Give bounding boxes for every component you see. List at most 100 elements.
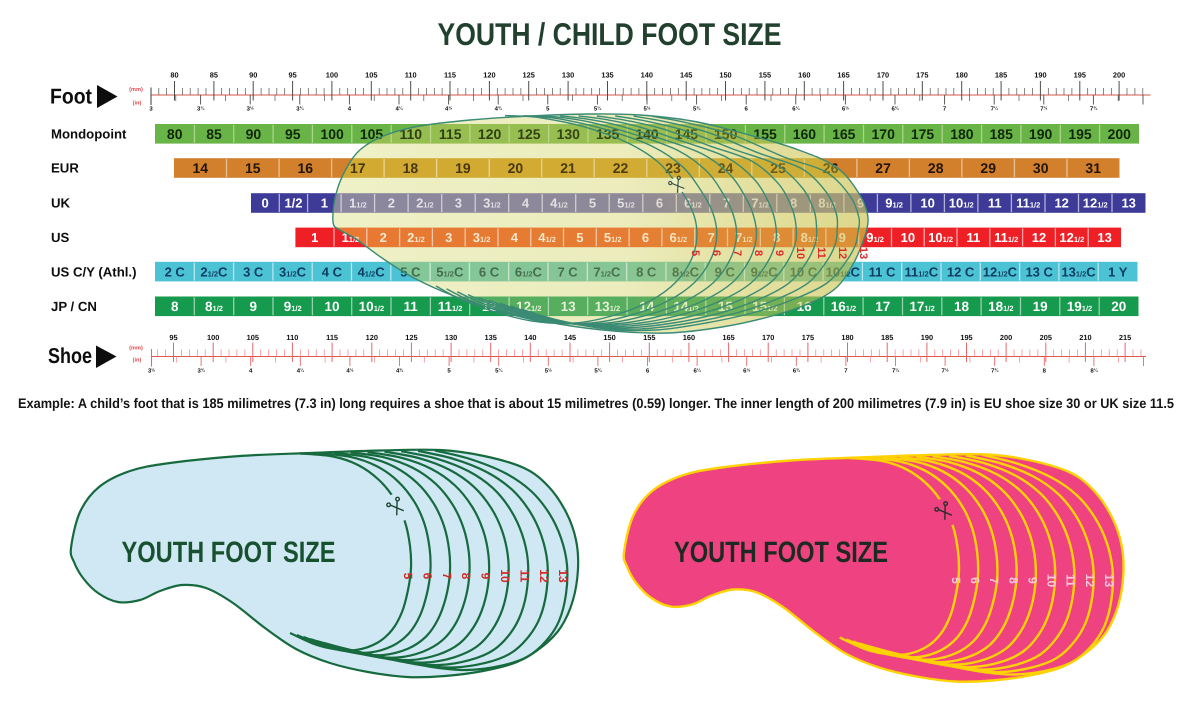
svg-text:1: 1	[321, 196, 328, 211]
svg-text:210: 210	[1079, 333, 1091, 342]
svg-text:13: 13	[857, 247, 869, 259]
svg-text:5½: 5½	[643, 106, 650, 113]
svg-text:14: 14	[193, 160, 209, 176]
svg-text:20: 20	[1111, 299, 1126, 314]
svg-text:12: 12	[537, 569, 551, 583]
svg-text:3¾: 3¾	[296, 106, 304, 113]
svg-text:UK: UK	[51, 196, 71, 211]
svg-text:10: 10	[794, 247, 806, 259]
svg-text:145: 145	[564, 333, 576, 342]
svg-text:150: 150	[603, 333, 615, 342]
svg-text:7¼: 7¼	[892, 368, 900, 375]
svg-text:Mondopoint: Mondopoint	[51, 127, 127, 142]
svg-text:200: 200	[1113, 71, 1125, 80]
svg-text:6: 6	[420, 573, 434, 580]
svg-text:13: 13	[1097, 230, 1111, 245]
svg-text:165: 165	[832, 126, 856, 142]
svg-text:121/2C: 121/2C	[983, 264, 1018, 279]
svg-text:100: 100	[320, 126, 344, 142]
svg-text:120: 120	[483, 71, 495, 80]
svg-text:31: 31	[1085, 160, 1101, 176]
svg-text:8: 8	[1043, 368, 1047, 375]
svg-text:110: 110	[286, 333, 298, 342]
svg-text:4½: 4½	[445, 106, 452, 113]
svg-text:4¾: 4¾	[495, 106, 503, 113]
svg-text:8: 8	[1006, 577, 1020, 584]
svg-text:9: 9	[1025, 577, 1039, 584]
svg-text:4¾: 4¾	[396, 368, 404, 375]
svg-text:160: 160	[798, 71, 810, 80]
svg-text:YOUTH FOOT SIZE: YOUTH FOOT SIZE	[122, 536, 336, 569]
svg-text:190: 190	[921, 333, 933, 342]
svg-text:(in): (in)	[133, 357, 142, 364]
svg-text:4: 4	[348, 106, 352, 113]
svg-text:10: 10	[324, 299, 339, 314]
svg-text:9: 9	[773, 250, 785, 256]
svg-text:175: 175	[916, 71, 928, 80]
svg-text:111/2C: 111/2C	[905, 264, 939, 279]
svg-text:155: 155	[643, 333, 655, 342]
svg-text:9: 9	[250, 299, 258, 314]
svg-text:80: 80	[167, 126, 183, 142]
svg-text:95: 95	[285, 126, 301, 142]
svg-text:105: 105	[360, 126, 384, 142]
svg-text:195: 195	[960, 333, 972, 342]
svg-text:13: 13	[1121, 196, 1135, 211]
svg-text:1 Y: 1 Y	[1108, 264, 1128, 279]
svg-text:85: 85	[206, 126, 222, 142]
svg-text:41/2C: 41/2C	[358, 264, 386, 279]
svg-text:135: 135	[485, 333, 497, 342]
svg-text:5: 5	[689, 250, 701, 256]
svg-text:3¾: 3¾	[198, 368, 206, 375]
svg-text:90: 90	[246, 126, 262, 142]
svg-text:125: 125	[523, 71, 535, 80]
svg-text:27: 27	[875, 160, 891, 176]
svg-text:5: 5	[447, 368, 451, 375]
svg-text:7: 7	[844, 368, 848, 375]
svg-text:6¾: 6¾	[891, 106, 899, 113]
svg-text:10: 10	[498, 569, 512, 583]
svg-text:8¼: 8¼	[1090, 368, 1098, 375]
svg-text:12 C: 12 C	[947, 264, 975, 279]
svg-text:105: 105	[247, 333, 259, 342]
svg-text:YOUTH FOOT SIZE: YOUTH FOOT SIZE	[674, 536, 888, 569]
svg-text:US: US	[51, 230, 70, 245]
svg-text:131/2C: 131/2C	[1061, 264, 1096, 279]
svg-text:175: 175	[911, 126, 935, 142]
svg-text:85: 85	[210, 71, 218, 80]
svg-text:YOUTH / CHILD FOOT SIZE: YOUTH / CHILD FOOT SIZE	[438, 16, 782, 52]
svg-text:130: 130	[562, 71, 574, 80]
svg-text:(in): (in)	[133, 100, 142, 107]
svg-text:7¾: 7¾	[991, 368, 999, 375]
svg-text:1: 1	[311, 230, 318, 245]
svg-text:11 C: 11 C	[869, 264, 896, 279]
svg-text:170: 170	[877, 71, 889, 80]
svg-text:5: 5	[401, 573, 415, 580]
svg-text:11: 11	[517, 570, 531, 583]
svg-text:190: 190	[1034, 71, 1046, 80]
svg-text:6½: 6½	[743, 368, 750, 375]
svg-text:3½: 3½	[247, 106, 254, 113]
svg-text:1/2: 1/2	[284, 196, 302, 211]
svg-text:16: 16	[298, 160, 314, 176]
svg-text:2 C: 2 C	[165, 264, 186, 279]
svg-text:5: 5	[949, 577, 963, 584]
svg-text:7: 7	[731, 250, 743, 256]
svg-text:140: 140	[641, 71, 653, 80]
svg-text:30: 30	[1033, 160, 1049, 176]
svg-text:0: 0	[261, 196, 268, 211]
svg-text:21/2C: 21/2C	[200, 264, 228, 279]
svg-text:Foot: Foot	[50, 85, 92, 109]
svg-text:160: 160	[793, 126, 817, 142]
svg-text:185: 185	[881, 333, 893, 342]
svg-text:15: 15	[245, 160, 261, 176]
svg-text:5½: 5½	[545, 368, 552, 375]
svg-text:3¼: 3¼	[197, 106, 205, 113]
svg-text:8: 8	[752, 250, 764, 256]
svg-text:100: 100	[326, 71, 338, 80]
svg-text:4¼: 4¼	[395, 106, 403, 113]
svg-text:6: 6	[710, 250, 722, 256]
svg-text:12: 12	[1032, 230, 1046, 245]
svg-text:5: 5	[546, 106, 550, 113]
svg-text:105: 105	[365, 71, 377, 80]
